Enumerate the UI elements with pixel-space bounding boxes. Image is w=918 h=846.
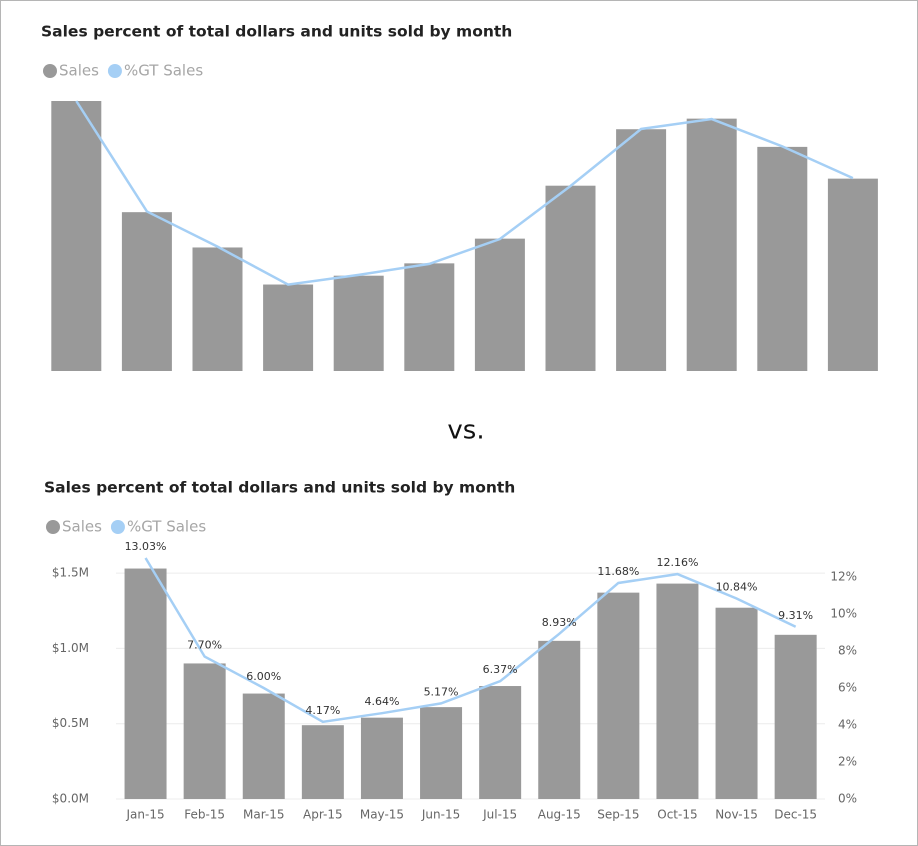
x-tick-label: Oct-15 [657, 808, 697, 822]
legend-marker [110, 520, 125, 534]
legend-label: %GT Sales [124, 62, 203, 80]
bar [51, 101, 102, 371]
legend-label: Sales [59, 62, 99, 80]
y2-tick-label: 6% [838, 681, 857, 695]
separator: vs. [447, 416, 484, 446]
bar [192, 247, 243, 371]
y2-tick-label: 12% [830, 570, 857, 584]
x-tick-label: Jun-15 [421, 808, 460, 822]
bar [183, 663, 226, 799]
bar [597, 592, 640, 799]
data-label: 8.93% [542, 616, 577, 629]
bar [474, 238, 525, 371]
y-tick-label: $0.5M [52, 716, 89, 730]
bar [333, 275, 384, 371]
bar [545, 185, 596, 371]
data-label: 10.84% [716, 581, 758, 594]
bar [656, 583, 699, 799]
x-tick-label: Aug-15 [538, 808, 581, 822]
data-label: 5.17% [424, 685, 459, 698]
line [144, 557, 797, 724]
chart-title: Sales percent of total dollars and units… [41, 23, 512, 41]
bar [757, 146, 808, 371]
bar [301, 725, 344, 799]
data-label: 6.37% [483, 663, 518, 676]
legend-marker [43, 64, 57, 78]
bar [420, 707, 463, 799]
x-tick-label: Feb-15 [184, 808, 225, 822]
y2-tick-label: 8% [838, 644, 857, 658]
legend-label: Sales [62, 518, 102, 536]
bar [404, 263, 455, 371]
bar [263, 284, 314, 371]
data-label: 7.70% [187, 639, 222, 652]
bar [124, 568, 167, 799]
bar [242, 693, 285, 799]
legend-marker [107, 64, 122, 78]
legend-marker [46, 520, 60, 534]
x-tick-label: Mar-15 [243, 808, 284, 822]
x-tick-label: Jan-15 [125, 808, 164, 822]
data-label: 13.03% [125, 540, 167, 553]
y-tick-label: $0.0M [52, 792, 89, 806]
data-label: 11.68% [597, 565, 639, 578]
x-tick-label: May-15 [360, 808, 404, 822]
y-tick-label: $1.5M [52, 566, 89, 580]
data-label: 4.17% [305, 704, 340, 717]
x-tick-label: Apr-15 [303, 808, 343, 822]
data-label: 12.16% [656, 556, 698, 569]
bar [827, 178, 878, 371]
bar [715, 607, 758, 799]
x-tick-label: Nov-15 [715, 808, 758, 822]
bar [121, 212, 172, 371]
legend-label: %GT Sales [127, 518, 206, 536]
data-label: 6.00% [246, 670, 281, 683]
bar [686, 118, 737, 371]
data-label: 4.64% [364, 695, 399, 708]
line [75, 100, 854, 286]
x-tick-label: Dec-15 [774, 808, 817, 822]
bar [360, 717, 403, 799]
y-tick-label: $1.0M [52, 641, 89, 655]
bar [538, 640, 581, 799]
chart-title: Sales percent of total dollars and units… [44, 479, 515, 497]
y2-tick-label: 0% [838, 792, 857, 806]
bar [774, 634, 817, 799]
data-label: 9.31% [778, 609, 813, 622]
y2-tick-label: 2% [838, 755, 857, 769]
y2-tick-label: 4% [838, 718, 857, 732]
bar [616, 129, 667, 371]
x-tick-label: Jul-15 [482, 808, 517, 822]
bar [479, 686, 522, 799]
y2-tick-label: 10% [830, 607, 857, 621]
x-tick-label: Sep-15 [597, 808, 639, 822]
